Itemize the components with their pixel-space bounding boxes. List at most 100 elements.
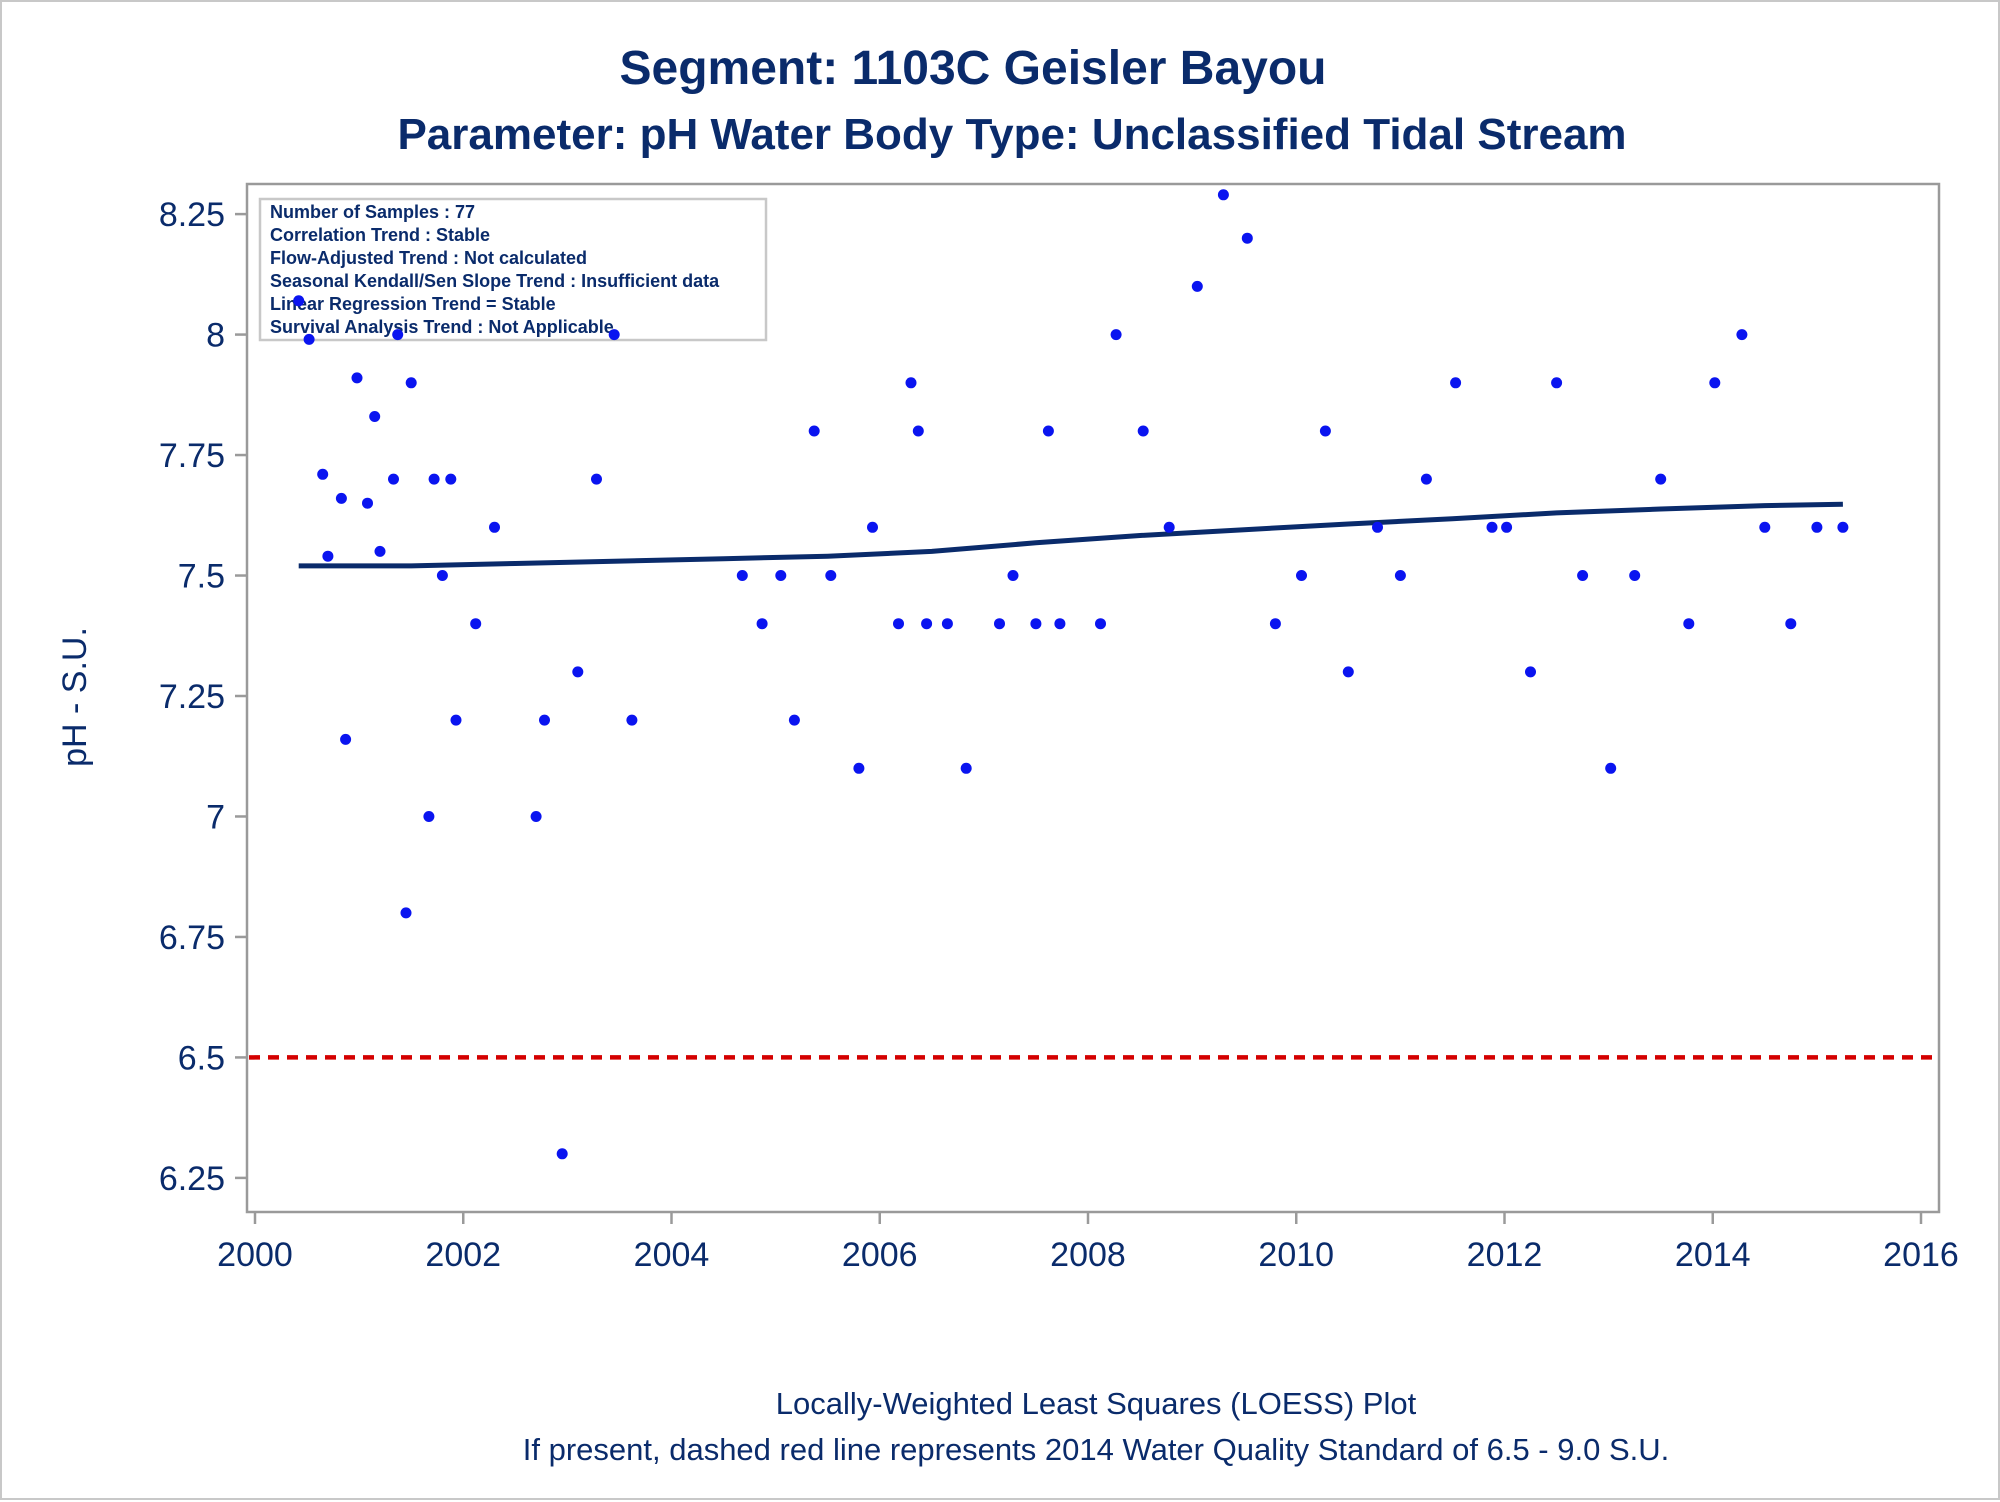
data-point xyxy=(626,714,638,726)
data-point xyxy=(1054,618,1066,630)
data-point xyxy=(1217,189,1229,201)
x-tick-label: 2002 xyxy=(425,1236,501,1274)
data-point xyxy=(1629,570,1641,581)
data-point xyxy=(293,295,305,307)
data-point xyxy=(362,497,373,509)
footnote-2: If present, dashed red line represents 2… xyxy=(523,1432,1670,1467)
data-point xyxy=(1372,521,1383,533)
data-point xyxy=(423,811,435,822)
data-point xyxy=(530,811,542,822)
x-tick-label: 2004 xyxy=(634,1236,710,1274)
data-point xyxy=(1759,521,1771,533)
data-point xyxy=(1577,570,1589,581)
y-tick-label: 6.25 xyxy=(159,1160,225,1198)
data-point xyxy=(1319,425,1331,437)
data-point xyxy=(893,618,904,630)
data-point xyxy=(405,377,417,389)
stats-box: Number of Samples : 77 Correlation Trend… xyxy=(258,197,768,342)
data-point xyxy=(1605,762,1617,774)
data-point xyxy=(736,570,748,581)
data-point xyxy=(1683,618,1695,630)
y-tick-label: 8.25 xyxy=(159,196,225,234)
data-point xyxy=(825,570,837,581)
footnote-1: Locally-Weighted Least Squares (LOESS) P… xyxy=(776,1386,1417,1421)
data-point xyxy=(369,411,381,422)
data-point xyxy=(941,618,953,630)
y-axis-label: pH - S.U. xyxy=(56,627,94,767)
x-tick-label: 2012 xyxy=(1467,1236,1543,1274)
data-point xyxy=(335,492,347,504)
data-point xyxy=(388,473,399,485)
data-point xyxy=(303,333,315,345)
x-tick-label: 2014 xyxy=(1675,1236,1751,1274)
data-point xyxy=(912,425,924,437)
y-tick-label: 7.25 xyxy=(159,678,225,716)
data-point xyxy=(1501,521,1513,533)
x-tick-label: 2008 xyxy=(1050,1236,1126,1274)
chart-subtitle: Parameter: pH Water Body Type: Unclassif… xyxy=(397,110,1626,159)
data-point xyxy=(317,468,329,480)
data-point xyxy=(539,714,550,726)
stats-line: Flow-Adjusted Trend : Not calculated xyxy=(270,248,587,268)
data-point xyxy=(340,733,352,745)
data-point xyxy=(1811,521,1823,533)
data-point xyxy=(1450,377,1462,389)
data-point xyxy=(392,329,404,341)
data-point xyxy=(1420,473,1432,485)
data-point xyxy=(1296,570,1307,581)
data-point xyxy=(1042,425,1054,437)
data-point xyxy=(1110,329,1122,341)
data-point xyxy=(921,618,933,630)
y-tick-label: 7 xyxy=(206,798,225,836)
data-point xyxy=(1394,570,1406,581)
data-point xyxy=(400,907,412,919)
data-point xyxy=(1342,666,1354,678)
loess-line xyxy=(298,501,1843,569)
y-tick-label: 6.75 xyxy=(159,919,225,957)
data-point xyxy=(1095,618,1106,630)
data-point xyxy=(1486,521,1498,533)
data-point xyxy=(1007,570,1019,581)
loess-fit xyxy=(298,501,1843,569)
data-point xyxy=(572,666,584,678)
stats-line: Seasonal Kendall/Sen Slope Trend : Insuf… xyxy=(270,271,720,291)
data-point xyxy=(1709,377,1721,389)
data-point xyxy=(428,473,440,485)
data-point xyxy=(905,377,917,389)
stats-line: Survival Analysis Trend : Not Applicable xyxy=(270,317,614,337)
chart-title: Segment: 1103C Geisler Bayou xyxy=(620,42,1327,95)
data-point xyxy=(1030,618,1042,630)
data-point xyxy=(450,714,462,726)
y-tick-label: 7.5 xyxy=(178,558,225,596)
data-point xyxy=(960,762,972,774)
data-point xyxy=(445,473,457,485)
stats-line: Linear Regression Trend = Stable xyxy=(270,294,556,314)
plot-area xyxy=(245,182,1941,1214)
x-tick-label: 2000 xyxy=(217,1236,293,1274)
data-point xyxy=(853,762,865,774)
data-point xyxy=(1551,377,1563,389)
data-point xyxy=(1837,521,1849,533)
data-point xyxy=(489,521,500,533)
x-axis: 2000 2002 2004 2006 2008 2010 2012 2014 2016 xyxy=(217,1212,1959,1274)
data-point xyxy=(1785,618,1797,630)
data-point xyxy=(1241,232,1253,244)
data-point xyxy=(556,1148,568,1160)
x-tick-label: 2006 xyxy=(842,1236,918,1274)
y-tick-label: 6.5 xyxy=(178,1039,225,1077)
data-point xyxy=(994,618,1005,630)
data-point xyxy=(351,372,363,384)
y-tick-label: 8 xyxy=(206,317,225,355)
data-point xyxy=(788,714,800,726)
data-point xyxy=(1525,666,1536,678)
y-tick-label: 7.75 xyxy=(159,437,225,475)
stats-line: Number of Samples : 77 xyxy=(270,202,475,222)
data-point xyxy=(756,618,768,630)
data-point xyxy=(591,473,602,485)
data-point xyxy=(608,329,620,341)
x-tick-label: 2016 xyxy=(1883,1236,1959,1274)
data-point xyxy=(1736,329,1748,341)
data-point xyxy=(436,570,448,581)
